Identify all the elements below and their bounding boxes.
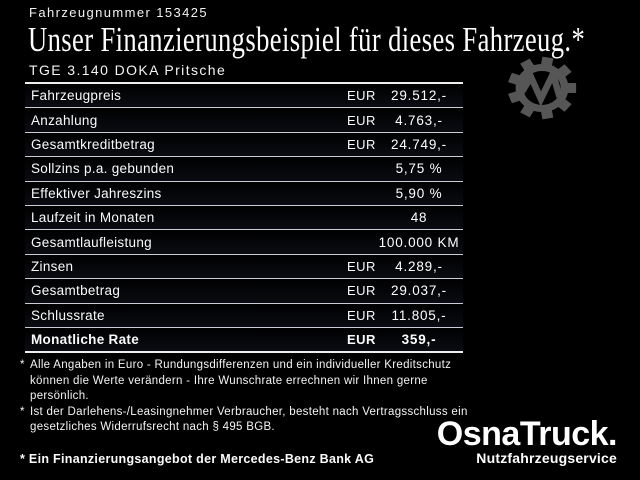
- vehicle-model-subtitle: TGE 3.140 DOKA Pritsche: [29, 62, 227, 78]
- finance-table-row: Sollzins p.a. gebunden 5,75 %: [25, 157, 463, 182]
- row-currency: EUR: [347, 332, 376, 348]
- row-value: 11.805,-: [391, 307, 447, 323]
- dealer-logo: OsnaTruck. Nutzfahrzeugservice: [436, 415, 618, 466]
- footnote-marker: *: [20, 359, 25, 371]
- finance-table-row: Monatliche Rate EUR 359,-: [25, 327, 463, 354]
- row-value: 4.763,-: [395, 112, 443, 128]
- footnote-line: Ist der Darlehens-/Leasingnehmer Verbrau…: [30, 405, 468, 418]
- dealer-logo-tagline: Nutzfahrzeugservice: [476, 450, 617, 466]
- row-currency: EUR: [347, 136, 376, 152]
- row-value: 29.512,-: [391, 88, 447, 104]
- finance-table-row: Anzahlung EUR 4.763,-: [25, 108, 463, 133]
- footnote-line: können die Werte verändern - Ihre Wunsch…: [30, 374, 428, 403]
- row-label: Monatliche Rate: [31, 332, 140, 348]
- row-value: 24.749,-: [391, 136, 447, 152]
- finance-table-row: Gesamtbetrag EUR 29.037,-: [25, 279, 463, 304]
- finance-table: Fahrzeugpreis EUR 29.512,- Anzahlung EUR 4.76…: [25, 82, 463, 354]
- row-value: 29.037,-: [391, 283, 447, 299]
- row-label: Sollzins p.a. gebunden: [31, 161, 175, 177]
- finance-table-row: Laufzeit in Monaten 48: [25, 205, 463, 231]
- row-value: 5,90 %: [395, 185, 443, 201]
- footnote: * Ist der Darlehens-/Leasingnehmer Verbra…: [20, 405, 472, 436]
- row-label: Zinsen: [31, 258, 74, 274]
- finance-table-row: Fahrzeugpreis EUR 29.512,-: [25, 84, 463, 109]
- footnote-marker: *: [20, 405, 25, 418]
- finance-table-row: Zinsen EUR 4.289,-: [25, 254, 463, 280]
- row-currency: EUR: [347, 307, 376, 323]
- row-label: Laufzeit in Monaten: [31, 210, 155, 226]
- row-label: Schlussrate: [31, 307, 105, 323]
- footnote-line: gesetzliches Widerrufsrecht nach § 495 B…: [30, 421, 275, 433]
- page-title: Unser Finanzierungsbeispiel für dieses F…: [28, 20, 640, 60]
- finance-table-row: Gesamtlaufleistung 100.000 KM: [25, 230, 463, 255]
- row-currency: EUR: [347, 88, 376, 104]
- row-label: Gesamtlaufleistung: [31, 234, 152, 250]
- row-label: Gesamtbetrag: [31, 283, 121, 299]
- row-value: 5,75 %: [395, 161, 443, 177]
- row-value: 4.289,-: [395, 258, 443, 274]
- row-label: Anzahlung: [31, 112, 98, 128]
- page-title-text: Unser Finanzierungsbeispiel für dieses F…: [28, 20, 586, 59]
- footnote-line: Alle Angaben in Euro - Rundungsdifferenz…: [30, 359, 452, 371]
- gear-m-icon: [503, 56, 581, 125]
- row-label: Gesamtkreditbetrag: [31, 136, 155, 152]
- dealer-logo-name: OsnaTruck.: [436, 415, 618, 453]
- finance-table-row: Effektiver Jahreszins 5,90 %: [25, 181, 463, 206]
- footnotes: * Alle Angaben in Euro - Rundungsdifferen…: [20, 358, 472, 436]
- row-value: 48: [410, 210, 428, 226]
- row-label: Fahrzeugpreis: [31, 88, 122, 104]
- row-label: Effektiver Jahreszins: [31, 185, 162, 201]
- bank-offer-note: * Ein Finanzierungsangebot der Mercedes-…: [20, 452, 375, 466]
- row-currency: EUR: [347, 112, 376, 128]
- row-value: 100.000 KM: [378, 234, 460, 250]
- finance-table-row: Schlussrate EUR 11.805,-: [25, 303, 463, 328]
- finance-table-row: Gesamtkreditbetrag EUR 24.749,-: [25, 132, 463, 158]
- row-currency: EUR: [347, 258, 376, 274]
- footnote: * Alle Angaben in Euro - Rundungsdifferen…: [20, 358, 472, 405]
- row-value: 359,-: [401, 332, 437, 348]
- vehicle-number: Fahrzeugnummer 153425: [29, 5, 208, 20]
- row-currency: EUR: [347, 283, 376, 299]
